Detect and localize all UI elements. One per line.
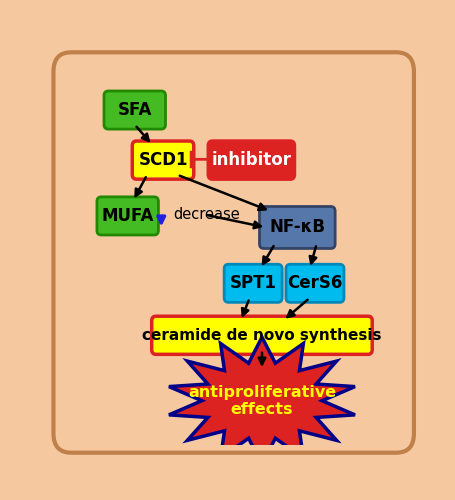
FancyBboxPatch shape: [104, 91, 165, 129]
Text: inhibitor: inhibitor: [211, 151, 291, 169]
FancyBboxPatch shape: [53, 52, 413, 452]
FancyBboxPatch shape: [152, 316, 371, 354]
Text: SFA: SFA: [117, 101, 152, 119]
Text: MUFA: MUFA: [101, 207, 153, 225]
FancyBboxPatch shape: [259, 206, 334, 248]
Text: ceramide de novo synthesis: ceramide de novo synthesis: [142, 328, 381, 343]
FancyBboxPatch shape: [208, 141, 294, 179]
Text: antiproliferative
effects: antiproliferative effects: [187, 384, 335, 417]
Text: SPT1: SPT1: [229, 274, 276, 292]
Text: SCD1: SCD1: [138, 151, 187, 169]
FancyBboxPatch shape: [97, 197, 158, 235]
FancyBboxPatch shape: [224, 264, 282, 302]
Text: NF-κB: NF-κB: [269, 218, 324, 236]
FancyBboxPatch shape: [132, 141, 193, 179]
Text: decrease: decrease: [173, 208, 240, 222]
Text: CerS6: CerS6: [287, 274, 342, 292]
Polygon shape: [168, 337, 354, 464]
FancyBboxPatch shape: [285, 264, 343, 302]
